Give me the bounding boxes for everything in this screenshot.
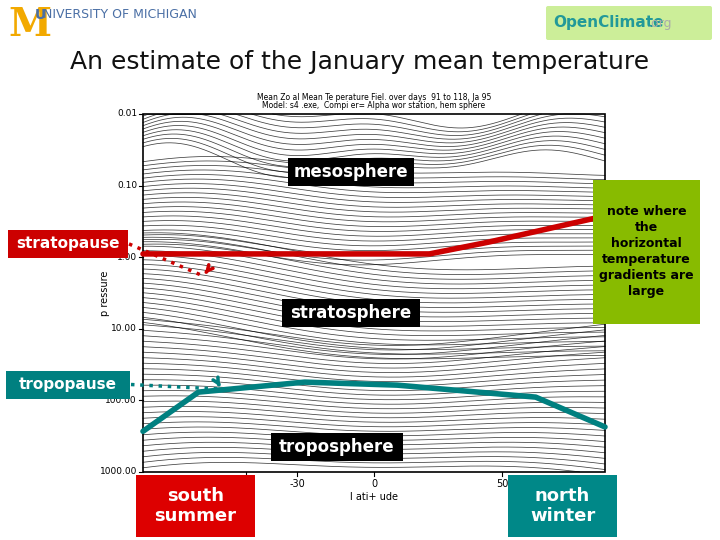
Text: OpenClimate: OpenClimate — [553, 16, 664, 30]
Text: 100.00: 100.00 — [105, 396, 137, 405]
Text: tropopause: tropopause — [19, 377, 117, 392]
Text: -50: -50 — [238, 479, 253, 489]
Text: note where
the
horizontal
temperature
gradients are
large: note where the horizontal temperature gr… — [599, 205, 694, 298]
FancyBboxPatch shape — [288, 158, 414, 186]
Text: south
summer: south summer — [155, 487, 236, 525]
Text: M: M — [8, 6, 51, 44]
Text: l ati+ ude: l ati+ ude — [350, 492, 398, 502]
Bar — [143, 114, 605, 472]
FancyBboxPatch shape — [593, 180, 700, 323]
FancyBboxPatch shape — [546, 6, 712, 40]
Text: 10.00: 10.00 — [111, 325, 137, 333]
Text: -30: -30 — [289, 479, 305, 489]
Text: mesosphere: mesosphere — [294, 163, 408, 181]
Text: troposphere: troposphere — [279, 438, 395, 456]
Text: stratosphere: stratosphere — [290, 304, 412, 322]
Text: .org: .org — [648, 17, 672, 30]
Text: 1.00: 1.00 — [117, 253, 137, 262]
FancyBboxPatch shape — [8, 230, 128, 258]
Text: 1000.00: 1000.00 — [99, 468, 137, 476]
Text: p ressure: p ressure — [100, 271, 110, 316]
Text: An estimate of the January mean temperature: An estimate of the January mean temperat… — [71, 50, 649, 74]
Text: stratopause: stratopause — [17, 237, 120, 252]
Text: NIVERSITY OF MICHIGAN: NIVERSITY OF MICHIGAN — [43, 8, 197, 21]
FancyBboxPatch shape — [271, 433, 403, 461]
Text: 0.10: 0.10 — [117, 181, 137, 190]
FancyBboxPatch shape — [508, 475, 617, 537]
Text: 0.01: 0.01 — [117, 110, 137, 118]
Text: 50: 50 — [496, 479, 508, 489]
FancyBboxPatch shape — [6, 370, 130, 399]
Text: Mean Zo al Mean Te perature Fiel. over days  91 to 118, Ja 95: Mean Zo al Mean Te perature Fiel. over d… — [257, 93, 491, 102]
FancyBboxPatch shape — [282, 299, 420, 327]
Text: north
winter: north winter — [530, 487, 595, 525]
Text: Model: s4 .exe,  Compi er= Alpha wor station, hem sphere: Model: s4 .exe, Compi er= Alpha wor stat… — [262, 101, 485, 110]
FancyBboxPatch shape — [136, 475, 255, 537]
Text: U: U — [35, 8, 46, 22]
Text: 0: 0 — [371, 479, 377, 489]
